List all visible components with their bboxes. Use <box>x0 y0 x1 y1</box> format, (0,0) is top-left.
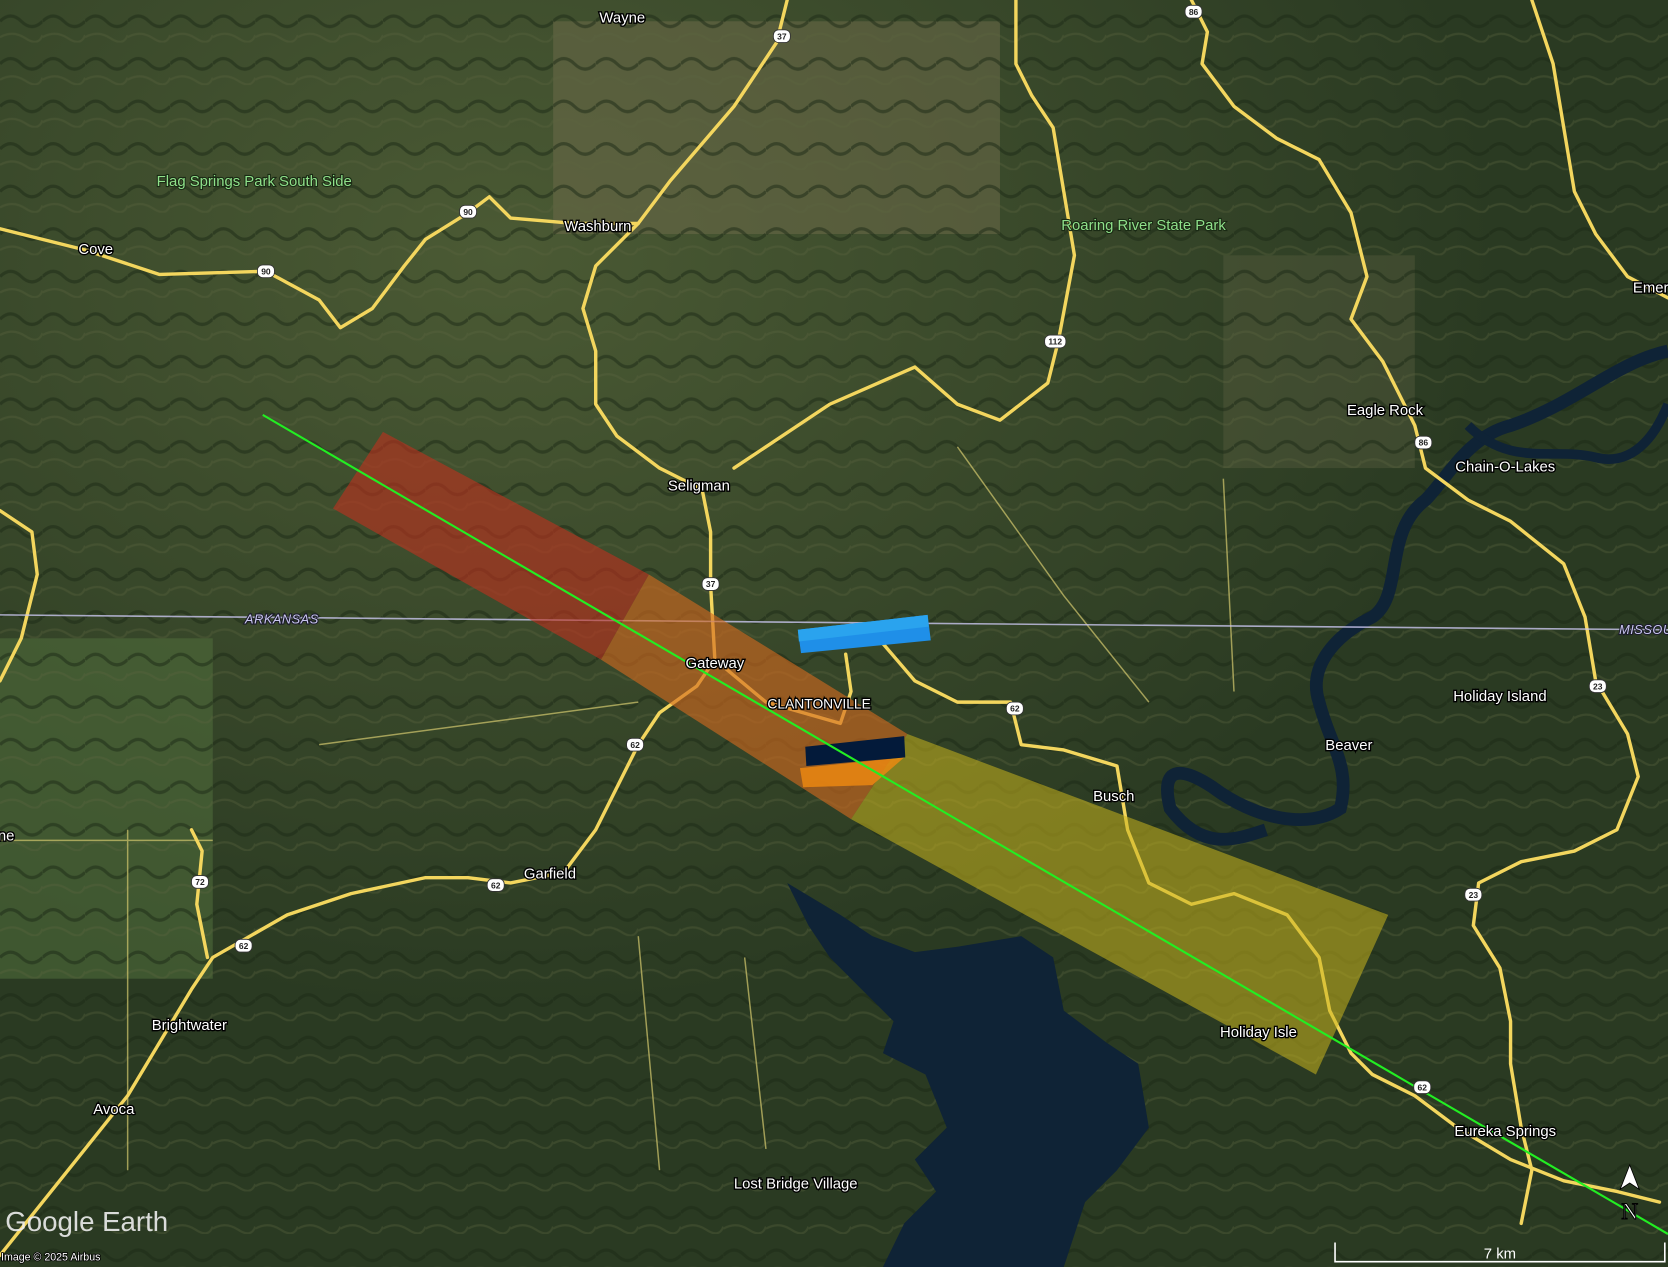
park-label[interactable]: Roaring River State Park <box>1060 217 1227 235</box>
minor-roads <box>0 446 1235 1171</box>
route-shield: 62 <box>626 737 645 752</box>
place-label[interactable]: CLANTONVILLE <box>766 694 872 713</box>
place-label[interactable]: Busch <box>1092 788 1136 807</box>
svg-text:86: 86 <box>1419 438 1429 448</box>
route-shield: 23 <box>1588 679 1607 693</box>
place-label[interactable]: Brightwater <box>150 1016 228 1035</box>
place-label[interactable]: ne <box>0 827 16 846</box>
place-label[interactable]: Lost Bridge Village <box>732 1175 858 1194</box>
svg-text:23: 23 <box>1469 890 1479 900</box>
white-river <box>1161 344 1668 846</box>
route-shield: 72 <box>191 875 209 889</box>
place-label[interactable]: Washburn <box>563 218 633 237</box>
place-label[interactable]: Avoca <box>92 1100 136 1119</box>
route-shield: 62 <box>486 878 505 892</box>
place-label[interactable]: Eureka Springs <box>1453 1123 1557 1142</box>
place-label[interactable]: Beaver <box>1324 737 1374 756</box>
svg-text:90: 90 <box>261 266 271 276</box>
state-label-missouri: MISSOU <box>1619 622 1668 637</box>
place-label[interactable]: Cove <box>77 241 114 260</box>
place-labels: Wayne Flag Springs Park South Side Washb… <box>0 9 1668 1194</box>
route-shield: 112 <box>1044 334 1067 349</box>
svg-text:62: 62 <box>1418 1082 1428 1092</box>
route-shield: 37 <box>772 29 791 43</box>
swath-yellow <box>851 734 1389 1075</box>
place-label[interactable]: Emer <box>1632 279 1668 298</box>
track-line[interactable] <box>262 413 1668 1235</box>
route-shield: 90 <box>459 204 477 219</box>
svg-text:90: 90 <box>463 207 473 217</box>
svg-text:62: 62 <box>491 880 501 890</box>
dark-marker[interactable] <box>805 736 906 766</box>
route-shield: 86 <box>1414 435 1433 450</box>
state-border-line <box>0 614 1668 631</box>
svg-text:62: 62 <box>1010 704 1020 714</box>
scale-bar-label: 7 km <box>1484 1246 1516 1262</box>
route-shield: 62 <box>234 938 253 953</box>
place-label[interactable]: Holiday Isle <box>1219 1024 1299 1043</box>
place-label[interactable]: Gateway <box>684 655 746 674</box>
north-arrow[interactable]: N <box>1619 1163 1641 1226</box>
svg-text:62: 62 <box>239 941 249 951</box>
scale-bar: 7 km <box>1334 1242 1666 1262</box>
svg-text:23: 23 <box>1593 681 1603 691</box>
place-label[interactable]: Eagle Rock <box>1346 402 1425 421</box>
route-shields: 37 86 90 90 112 86 37 62 62 23 72 62 62 … <box>191 4 1607 1095</box>
svg-text:72: 72 <box>195 877 205 887</box>
google-earth-logo: Google Earth <box>5 1206 168 1237</box>
route-shield: 62 <box>1005 701 1024 716</box>
place-label[interactable]: Chain-O-Lakes <box>1454 458 1557 477</box>
place-label[interactable]: Garfield <box>523 865 578 884</box>
route-shield: 62 <box>1413 1080 1432 1095</box>
svg-text:86: 86 <box>1189 7 1199 17</box>
svg-text:37: 37 <box>777 31 787 41</box>
route-shield: 86 <box>1184 4 1203 19</box>
park-label[interactable]: Flag Springs Park South Side <box>156 173 353 191</box>
route-shield: 23 <box>1464 887 1483 902</box>
svg-text:N: N <box>1621 1199 1638 1225</box>
north-arrow-icon <box>1619 1163 1641 1191</box>
blue-marker-top <box>797 614 929 642</box>
place-label[interactable]: Seligman <box>667 477 732 496</box>
swath-red <box>332 431 649 660</box>
svg-text:37: 37 <box>706 579 716 589</box>
place-label[interactable]: Wayne <box>598 9 646 28</box>
state-label-arkansas: ARKANSAS <box>244 611 319 626</box>
place-label[interactable]: Holiday Island <box>1452 688 1548 707</box>
svg-text:62: 62 <box>630 740 640 750</box>
attribution: Image © 2025 Airbus <box>1 1252 100 1264</box>
route-shield: 37 <box>701 577 720 591</box>
table-rock-arm <box>1464 402 1668 464</box>
swath-overlap-orange <box>799 757 905 788</box>
svg-text:112: 112 <box>1048 337 1062 347</box>
beaver-lake <box>787 882 1149 1267</box>
route-shield: 90 <box>257 264 275 279</box>
